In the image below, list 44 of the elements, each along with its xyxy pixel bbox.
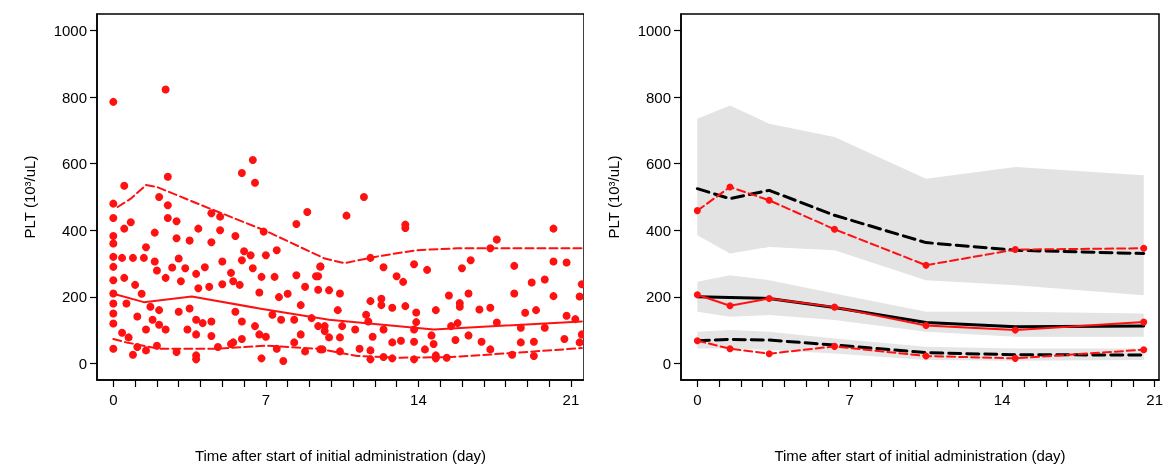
x-tick-label: 7: [261, 391, 271, 408]
point: [726, 345, 734, 353]
y-tick-label: 1000: [637, 22, 671, 40]
x-axis-title: Time after start of initial administration (day): [774, 447, 1066, 464]
point: [693, 207, 701, 215]
x-tick-label: 0: [109, 391, 118, 408]
y-axis-title: PLT (10³/uL): [21, 155, 38, 239]
y-tick-label: 800: [61, 88, 87, 106]
point: [922, 321, 930, 329]
y-tick-label: 200: [645, 288, 671, 306]
y-tick-label: 200: [61, 288, 87, 306]
y-tick-label: 600: [61, 155, 87, 173]
y-tick-label: 600: [645, 155, 671, 173]
point: [1011, 354, 1019, 362]
point: [765, 350, 773, 358]
point: [693, 291, 701, 299]
point: [765, 196, 773, 204]
x-tick-label: 0: [693, 391, 702, 408]
point: [831, 342, 839, 350]
y-axis-title: PLT (10³/uL): [605, 155, 622, 239]
y-tick-label: 400: [61, 221, 87, 239]
point: [1140, 346, 1148, 354]
point: [1011, 326, 1019, 334]
line-series: [695, 187, 1146, 256]
point: [922, 261, 930, 269]
point: [1140, 318, 1148, 326]
x-axis-title: Time after start of initial administration (day): [194, 447, 487, 464]
point: [693, 337, 701, 345]
point: [726, 302, 734, 310]
y-tick-label: 1000: [53, 22, 87, 40]
point: [831, 303, 839, 311]
x-tick-label: 14: [410, 391, 427, 408]
x-tick-label: 21: [562, 391, 580, 408]
y-tick-label: 0: [662, 354, 671, 372]
y-tick-label: 800: [645, 88, 671, 106]
point: [765, 294, 773, 302]
x-tick-label: 7: [845, 391, 854, 408]
point: [1011, 246, 1019, 254]
y-tick-label: 400: [645, 221, 671, 239]
x-tick-label: 21: [1146, 391, 1163, 408]
point: [831, 225, 839, 233]
x-tick-label: 14: [993, 391, 1011, 408]
y-tick-label: 0: [78, 354, 87, 372]
point: [1140, 244, 1148, 252]
